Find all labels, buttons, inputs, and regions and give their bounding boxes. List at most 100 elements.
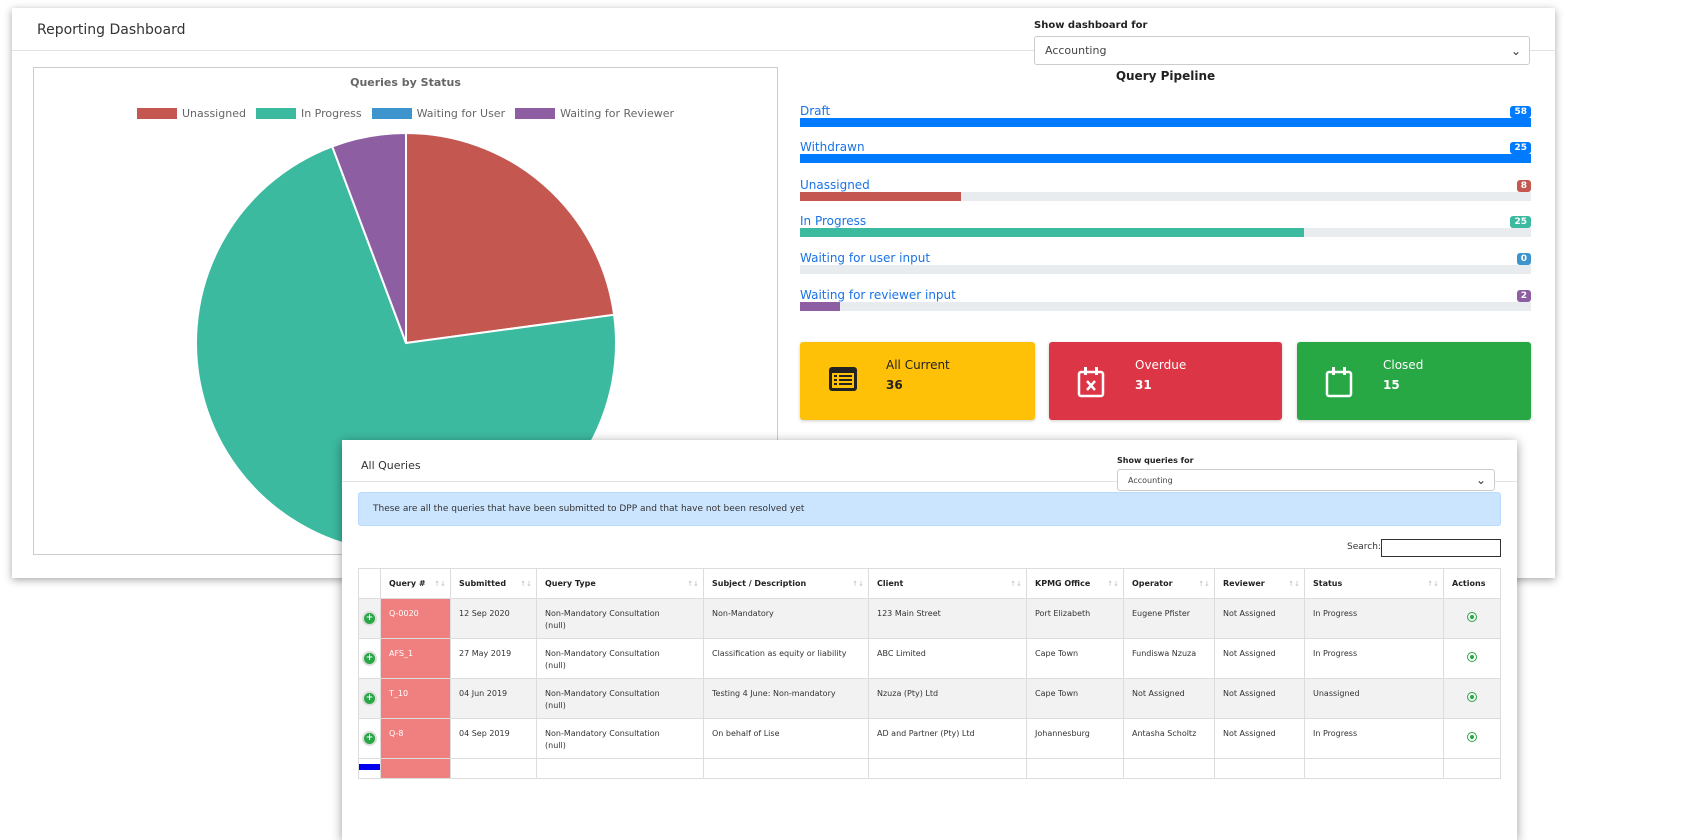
sort-icon: ↑↓ (852, 580, 864, 588)
expand-row-button[interactable]: + (358, 718, 381, 759)
stat-card-all-current[interactable]: All Current 36 (800, 342, 1035, 420)
column-header[interactable]: Submitted ↑↓ (450, 568, 537, 599)
cell-status: Unassigned (1304, 678, 1444, 719)
legend-item[interactable]: Waiting for Reviewer (515, 107, 674, 120)
sort-icon: ↑↓ (687, 580, 699, 588)
view-action-icon[interactable] (1467, 731, 1477, 742)
divider (342, 481, 1517, 482)
pipeline-progress-bar (800, 154, 1531, 163)
view-action-icon[interactable] (1467, 651, 1477, 662)
column-header[interactable]: Query # ↑↓ (380, 568, 451, 599)
column-header[interactable]: Actions (1443, 568, 1501, 599)
stat-value: 15 (1383, 378, 1400, 392)
legend-item[interactable]: Waiting for User (371, 107, 505, 120)
cell-reviewer: Not Assigned (1214, 678, 1305, 719)
cell-submitted: 04 Jun 2019 (450, 678, 537, 719)
table-row (358, 758, 1501, 779)
stat-value: 31 (1135, 378, 1152, 392)
column-header-label: Actions (1452, 579, 1486, 588)
query-id[interactable]: Q-8 (380, 718, 451, 759)
dashboard-filter-label: Show dashboard for (1034, 20, 1148, 31)
pipeline-count-badge: 58 (1510, 106, 1531, 118)
cell-operator: Not Assigned (1123, 678, 1215, 719)
stat-card-closed[interactable]: Closed 15 (1297, 342, 1531, 420)
expand-column-header (358, 568, 381, 599)
cell-submitted: 12 Sep 2020 (450, 598, 537, 639)
pipeline-count-badge: 25 (1510, 216, 1531, 228)
pipeline-progress-bar (800, 118, 1531, 127)
pipeline-progress-bar (800, 192, 1531, 201)
column-header[interactable]: Subject / Description ↑↓ (703, 568, 869, 599)
plus-icon: + (362, 731, 377, 746)
pipeline-progress-bar (800, 302, 1531, 311)
calendar-x-icon (1077, 366, 1107, 402)
query-id[interactable]: AFS_1 (380, 638, 451, 679)
legend-item[interactable]: In Progress (255, 107, 362, 120)
column-header[interactable]: Query Type ↑↓ (536, 568, 704, 599)
query-type: Non-Mandatory Consultation (545, 729, 660, 738)
cell-subject: Classification as equity or liability (703, 638, 869, 679)
cell-type: Non-Mandatory Consultation (null) (536, 638, 704, 679)
cell-operator: Antasha Scholtz (1123, 718, 1215, 759)
divider (12, 50, 1555, 51)
pipeline-link[interactable]: In Progress (800, 214, 867, 228)
pipeline-count-badge: 25 (1510, 142, 1531, 154)
pipeline-count-badge: 0 (1516, 253, 1531, 265)
pipeline-link[interactable]: Waiting for reviewer input (800, 288, 956, 302)
view-action-icon[interactable] (1467, 691, 1477, 702)
cell-reviewer: Not Assigned (1214, 638, 1305, 679)
table-row: + Q-0020 12 Sep 2020 Non-Mandatory Consulta… (358, 598, 1501, 639)
column-header[interactable]: KPMG Office ↑↓ (1026, 568, 1124, 599)
cell-office: Johannesburg (1026, 718, 1124, 759)
query-type: Non-Mandatory Consultation (545, 609, 660, 618)
queries-filter-select[interactable]: Accounting ⌄ (1117, 469, 1495, 491)
pipeline-link[interactable]: Withdrawn (800, 140, 865, 154)
column-header[interactable]: Operator ↑↓ (1123, 568, 1215, 599)
queries-filter-value: Accounting (1128, 475, 1173, 485)
list-icon (828, 366, 858, 396)
query-id[interactable]: T_10 (380, 678, 451, 719)
table-row: + AFS_1 27 May 2019 Non-Mandatory Consultat… (358, 638, 1501, 679)
legend-item[interactable]: Unassigned (136, 107, 246, 120)
page-title: Reporting Dashboard (37, 22, 186, 38)
query-id[interactable]: Q-0020 (380, 598, 451, 639)
search-label: Search: (1347, 542, 1381, 552)
plus-icon: + (362, 691, 377, 706)
dashboard-filter-value: Accounting (1045, 44, 1107, 57)
cell-submitted: 04 Sep 2019 (450, 718, 537, 759)
expand-row-button[interactable]: + (358, 638, 381, 679)
actions-cell (1443, 638, 1501, 679)
pipeline-link[interactable]: Waiting for user input (800, 251, 931, 265)
pipeline-progress-bar (800, 265, 1531, 274)
stat-label: Closed (1383, 358, 1424, 372)
sort-icon: ↑↓ (520, 580, 532, 588)
expand-row-button[interactable]: + (358, 678, 381, 719)
column-header-label: Submitted (459, 579, 507, 588)
legend-swatch (255, 108, 296, 119)
view-action-icon[interactable] (1467, 611, 1477, 622)
stat-value: 36 (886, 378, 903, 392)
pie-slice-waiting-for-reviewer[interactable] (330, 131, 407, 344)
pipeline-link[interactable]: Unassigned (800, 178, 870, 192)
cell-type: Non-Mandatory Consultation (null) (536, 718, 704, 759)
sort-icon: ↑↓ (434, 580, 446, 588)
dashboard-filter-select[interactable]: Accounting ⌄ (1034, 36, 1530, 65)
pie-slice-unassigned[interactable] (405, 131, 616, 345)
search-input[interactable] (1381, 539, 1501, 557)
legend-label: Waiting for Reviewer (560, 107, 675, 120)
table-row: + Q-8 04 Sep 2019 Non-Mandatory Consultatio… (358, 718, 1501, 759)
stat-card-overdue[interactable]: Overdue 31 (1049, 342, 1282, 420)
pipeline-row: Draft 58 (800, 104, 1531, 134)
column-header-label: Query Type (545, 579, 596, 588)
pipeline-row: Unassigned 8 (800, 178, 1531, 208)
pipeline-link[interactable]: Draft (800, 104, 831, 118)
column-header-label: Subject / Description (712, 579, 807, 588)
cell-subject: Testing 4 June: Non-mandatory (703, 678, 869, 719)
pipeline-row: In Progress 25 (800, 214, 1531, 244)
column-header[interactable]: Status ↑↓ (1304, 568, 1444, 599)
pipeline-row: Waiting for reviewer input 2 (800, 288, 1531, 318)
legend-label: Unassigned (181, 107, 246, 120)
expand-row-button[interactable]: + (358, 598, 381, 639)
column-header[interactable]: Reviewer ↑↓ (1214, 568, 1305, 599)
column-header[interactable]: Client ↑↓ (868, 568, 1027, 599)
